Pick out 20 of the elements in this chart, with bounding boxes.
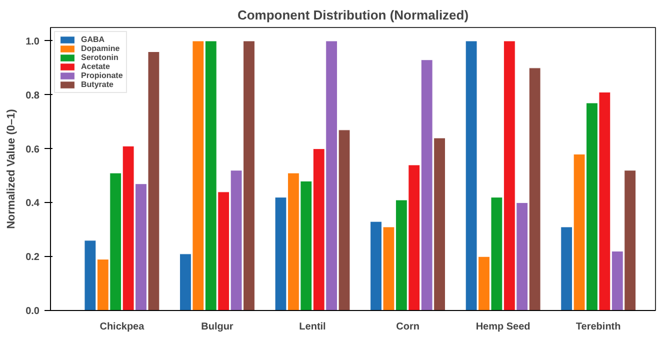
x-tick-label: Terebinth (576, 322, 621, 332)
y-tick-label: 1.0 (26, 36, 40, 48)
x-tick-label: Chickpea (100, 322, 145, 332)
legend-label: Serotonin (81, 53, 118, 62)
legend-label: Acetate (81, 62, 110, 71)
y-tick-label: 0.8 (26, 90, 40, 102)
legend-label: Butyrate (81, 80, 114, 89)
x-tick-label: Corn (396, 322, 420, 332)
y-tick-label: 0.4 (26, 198, 40, 210)
x-tick-label: Lentil (299, 322, 326, 332)
x-tick-label: Hemp Seed (476, 322, 530, 332)
legend-label: Dopamine (81, 44, 120, 53)
y-axis-title: Normalized Value (0–1) (6, 108, 18, 229)
legend-label: Propionate (81, 71, 123, 80)
y-tick-label: 0.6 (26, 144, 40, 156)
chart-title: Component Distribution (Normalized) (237, 8, 469, 22)
x-tick-label: Bulgur (201, 322, 234, 332)
y-tick-label: 0.2 (26, 252, 40, 264)
legend-label: GABA (81, 35, 105, 44)
y-tick-label: 0.0 (26, 306, 40, 317)
